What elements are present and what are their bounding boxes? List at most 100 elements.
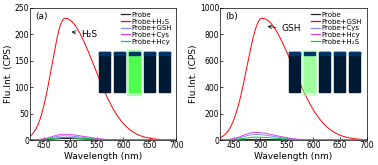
X-axis label: Wavelength (nm): Wavelength (nm): [254, 152, 333, 161]
Probe+GSH: [139, 139, 144, 141]
Probe+Cys: [154, 139, 159, 141]
Probe+Hcy: [364, 139, 369, 141]
Probe+GSH: [260, 17, 264, 19]
Probe+Hcy: [154, 139, 159, 141]
Probe+GSH: [329, 130, 334, 132]
Y-axis label: Flu.Int. (CPS): Flu.Int. (CPS): [4, 45, 13, 103]
Probe: [307, 139, 311, 141]
Probe+Hcy: [253, 131, 257, 133]
Probe+Hcy: [311, 139, 316, 141]
Probe+Cys: [329, 139, 334, 141]
Probe+Hcy: [28, 139, 33, 141]
Probe+Hcy: [117, 139, 122, 141]
Probe+H₂S: [311, 139, 316, 141]
Probe+Hcy: [218, 139, 223, 141]
Line: Probe+GSH: Probe+GSH: [31, 136, 177, 140]
Probe: [344, 139, 349, 141]
Probe: [28, 139, 33, 141]
Probe+Cys: [253, 133, 257, 135]
Line: Probe+Cys: Probe+Cys: [31, 134, 177, 140]
Probe: [37, 139, 42, 141]
Probe: [113, 139, 118, 141]
Probe+GSH: [28, 139, 33, 141]
Probe+H₂S: [253, 136, 257, 138]
Y-axis label: Flu.Int. (CPS): Flu.Int. (CPS): [189, 45, 198, 103]
Probe+H₂S: [139, 135, 144, 137]
Probe: [218, 139, 223, 141]
Probe+GSH: [218, 137, 223, 139]
Probe+H₂S: [121, 123, 126, 125]
Probe+H₂S: [344, 139, 349, 141]
Text: (b): (b): [225, 12, 238, 21]
Probe+GSH: [307, 102, 311, 104]
Probe+GSH: [37, 139, 42, 141]
Probe: [253, 138, 257, 140]
Probe+Cys: [117, 139, 122, 141]
Probe+H₂S: [218, 139, 223, 141]
Probe+H₂S: [307, 139, 311, 141]
Probe+GSH: [364, 139, 369, 141]
Probe: [303, 139, 308, 141]
Probe+GSH: [303, 94, 308, 96]
Probe+Hcy: [227, 138, 232, 140]
Line: Probe: Probe: [31, 138, 177, 140]
Line: Probe+H₂S: Probe+H₂S: [220, 137, 367, 140]
Probe+Cys: [113, 139, 118, 141]
Probe+Hcy: [62, 136, 66, 138]
Probe+H₂S: [117, 117, 122, 119]
X-axis label: Wavelength (nm): Wavelength (nm): [64, 152, 143, 161]
Probe+Cys: [28, 139, 33, 141]
Probe+Cys: [303, 139, 308, 141]
Probe+Cys: [311, 139, 316, 141]
Probe+Cys: [139, 139, 144, 141]
Probe+Hcy: [307, 139, 311, 141]
Probe+H₂S: [37, 120, 42, 122]
Probe+Cys: [218, 139, 223, 141]
Probe: [121, 139, 126, 141]
Probe+H₂S: [174, 139, 179, 141]
Text: H₂S: H₂S: [72, 30, 97, 39]
Probe+Hcy: [113, 139, 118, 141]
Probe: [62, 137, 66, 139]
Legend: Probe, Probe+H₂S, Probe+GSH, Probe+Cys, Probe+Hcy: Probe, Probe+H₂S, Probe+GSH, Probe+Cys, …: [121, 11, 173, 45]
Probe+GSH: [117, 139, 122, 141]
Probe+Hcy: [174, 139, 179, 141]
Probe+GSH: [174, 139, 179, 141]
Probe+Cys: [121, 139, 126, 141]
Legend: Probe, Probe+GSH, Probe+Cys, Probe+Hcy, Probe+H₂S: Probe, Probe+GSH, Probe+Cys, Probe+Hcy, …: [311, 11, 363, 45]
Probe+GSH: [113, 139, 118, 141]
Probe+H₂S: [28, 135, 33, 137]
Text: (a): (a): [35, 12, 47, 21]
Probe+Cys: [62, 133, 66, 135]
Line: Probe: Probe: [220, 139, 367, 140]
Probe: [329, 139, 334, 141]
Probe+H₂S: [154, 138, 159, 140]
Probe+GSH: [121, 139, 126, 141]
Probe: [154, 139, 159, 141]
Probe+Cys: [174, 139, 179, 141]
Line: Probe+Hcy: Probe+Hcy: [220, 132, 367, 140]
Probe+GSH: [62, 135, 66, 137]
Probe+H₂S: [303, 139, 308, 141]
Probe: [139, 139, 144, 141]
Probe+Hcy: [37, 139, 42, 141]
Probe+H₂S: [364, 139, 369, 141]
Line: Probe+GSH: Probe+GSH: [220, 18, 367, 140]
Probe: [174, 139, 179, 141]
Probe: [311, 139, 316, 141]
Probe: [117, 139, 122, 141]
Probe+GSH: [227, 128, 232, 130]
Line: Probe+Cys: Probe+Cys: [220, 134, 367, 140]
Probe+Cys: [227, 139, 232, 141]
Probe+Cys: [37, 138, 42, 140]
Probe+H₂S: [329, 139, 334, 141]
Probe+H₂S: [227, 139, 232, 141]
Line: Probe+H₂S: Probe+H₂S: [31, 18, 177, 140]
Probe+Hcy: [139, 139, 144, 141]
Probe+Hcy: [303, 139, 308, 141]
Probe+Hcy: [121, 139, 126, 141]
Probe+H₂S: [113, 112, 118, 114]
Probe+Cys: [344, 139, 349, 141]
Probe+Cys: [307, 139, 311, 141]
Probe+GSH: [311, 109, 316, 111]
